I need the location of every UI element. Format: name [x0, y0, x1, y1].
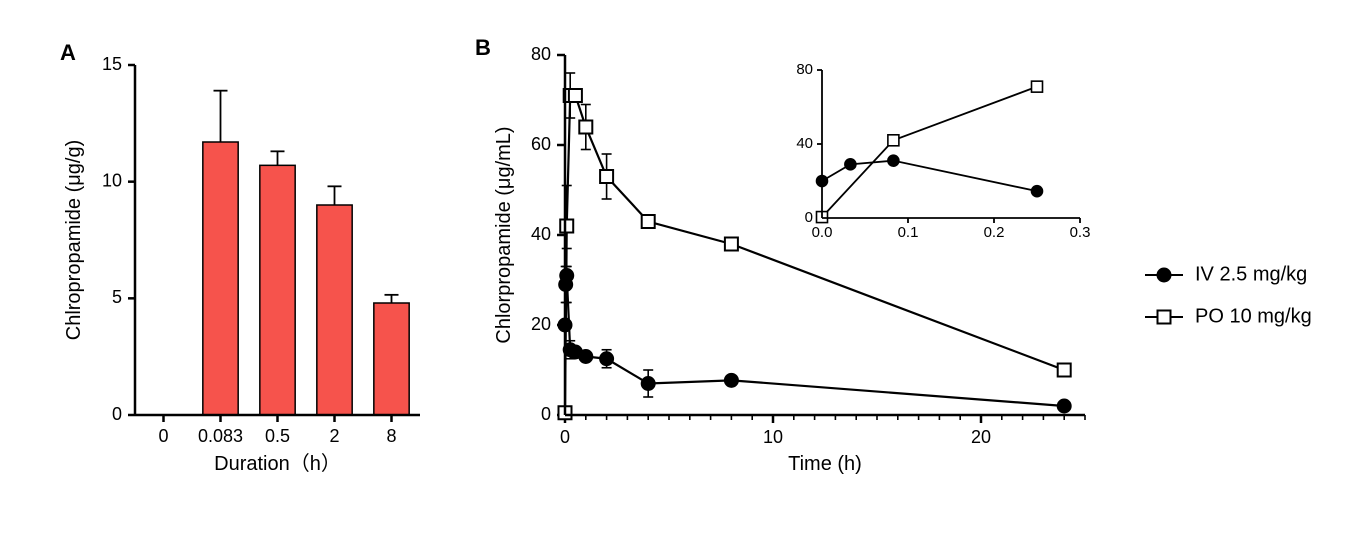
inset-marker-icon — [888, 135, 899, 146]
inset-marker-icon — [1032, 186, 1043, 197]
legend-label: IV 2.5 mg/kg — [1195, 263, 1307, 285]
y-axis-label: Chlropropamide (μg/g) — [63, 140, 85, 341]
legend-label: PO 10 mg/kg — [1195, 305, 1312, 327]
y-tick-label: 20 — [531, 314, 551, 334]
marker-icon — [725, 238, 738, 251]
bar — [203, 142, 238, 415]
legend-marker-icon — [1158, 269, 1171, 282]
x-tick-label: 0 — [560, 427, 570, 447]
x-tick-label: 10 — [763, 427, 783, 447]
marker-icon — [600, 170, 613, 183]
inset-bg — [818, 66, 1084, 246]
inset-y-tick-label: 40 — [796, 135, 813, 152]
marker-icon — [642, 377, 655, 390]
inset-x-tick-label: 0.1 — [898, 224, 919, 241]
inset-marker-icon — [845, 159, 856, 170]
inset-chart: 040800.00.10.20.3 — [796, 61, 1090, 246]
marker-icon — [579, 350, 592, 363]
x-axis-label: Duration（h） — [214, 452, 341, 475]
panel-b-label: B — [475, 35, 491, 60]
figure-svg: A 0 5 10 15 0 0.083 0.5 2 8 Duration（h） Chlropropam… — [0, 0, 1363, 548]
inset-x-tick-label: 0.3 — [1070, 224, 1091, 241]
x-tick-label: 0.5 — [265, 426, 290, 446]
x-tick-label: 2 — [329, 426, 339, 446]
panel-a-label: A — [60, 40, 76, 65]
inset-x-tick-label: 0.2 — [984, 224, 1005, 241]
y-tick-label: 10 — [102, 170, 122, 190]
marker-icon — [1058, 364, 1071, 377]
bar — [374, 303, 409, 415]
x-tick-label: 0 — [158, 426, 168, 446]
x-tick-label: 8 — [386, 426, 396, 446]
bar — [260, 165, 295, 415]
marker-icon — [642, 215, 655, 228]
y-axis-label: Chlorpropamide (μg/mL) — [493, 126, 515, 343]
bar — [317, 205, 352, 415]
y-tick-label: 0 — [112, 404, 122, 424]
y-tick-label: 15 — [102, 54, 122, 74]
x-tick-label: 0.083 — [198, 426, 243, 446]
marker-icon — [560, 220, 573, 233]
marker-icon — [1058, 400, 1071, 413]
y-tick-label: 40 — [531, 224, 551, 244]
x-tick-label: 20 — [971, 427, 991, 447]
legend-marker-icon — [1158, 311, 1171, 324]
marker-icon — [725, 374, 738, 387]
marker-icon — [600, 352, 613, 365]
figure-root: A 0 5 10 15 0 0.083 0.5 2 8 Duration（h） Chlropropam… — [0, 0, 1363, 548]
marker-icon — [560, 269, 573, 282]
inset-marker-icon — [1032, 81, 1043, 92]
marker-icon — [579, 121, 592, 134]
inset-x-tick-label: 0.0 — [812, 224, 833, 241]
y-tick-label: 80 — [531, 44, 551, 64]
y-tick-label: 60 — [531, 134, 551, 154]
y-tick-label: 5 — [112, 287, 122, 307]
inset-y-tick-label: 80 — [796, 61, 813, 78]
y-tick-label: 0 — [541, 404, 551, 424]
x-axis-label: Time (h) — [788, 453, 862, 475]
marker-icon — [569, 89, 582, 102]
inset-marker-icon — [888, 155, 899, 166]
